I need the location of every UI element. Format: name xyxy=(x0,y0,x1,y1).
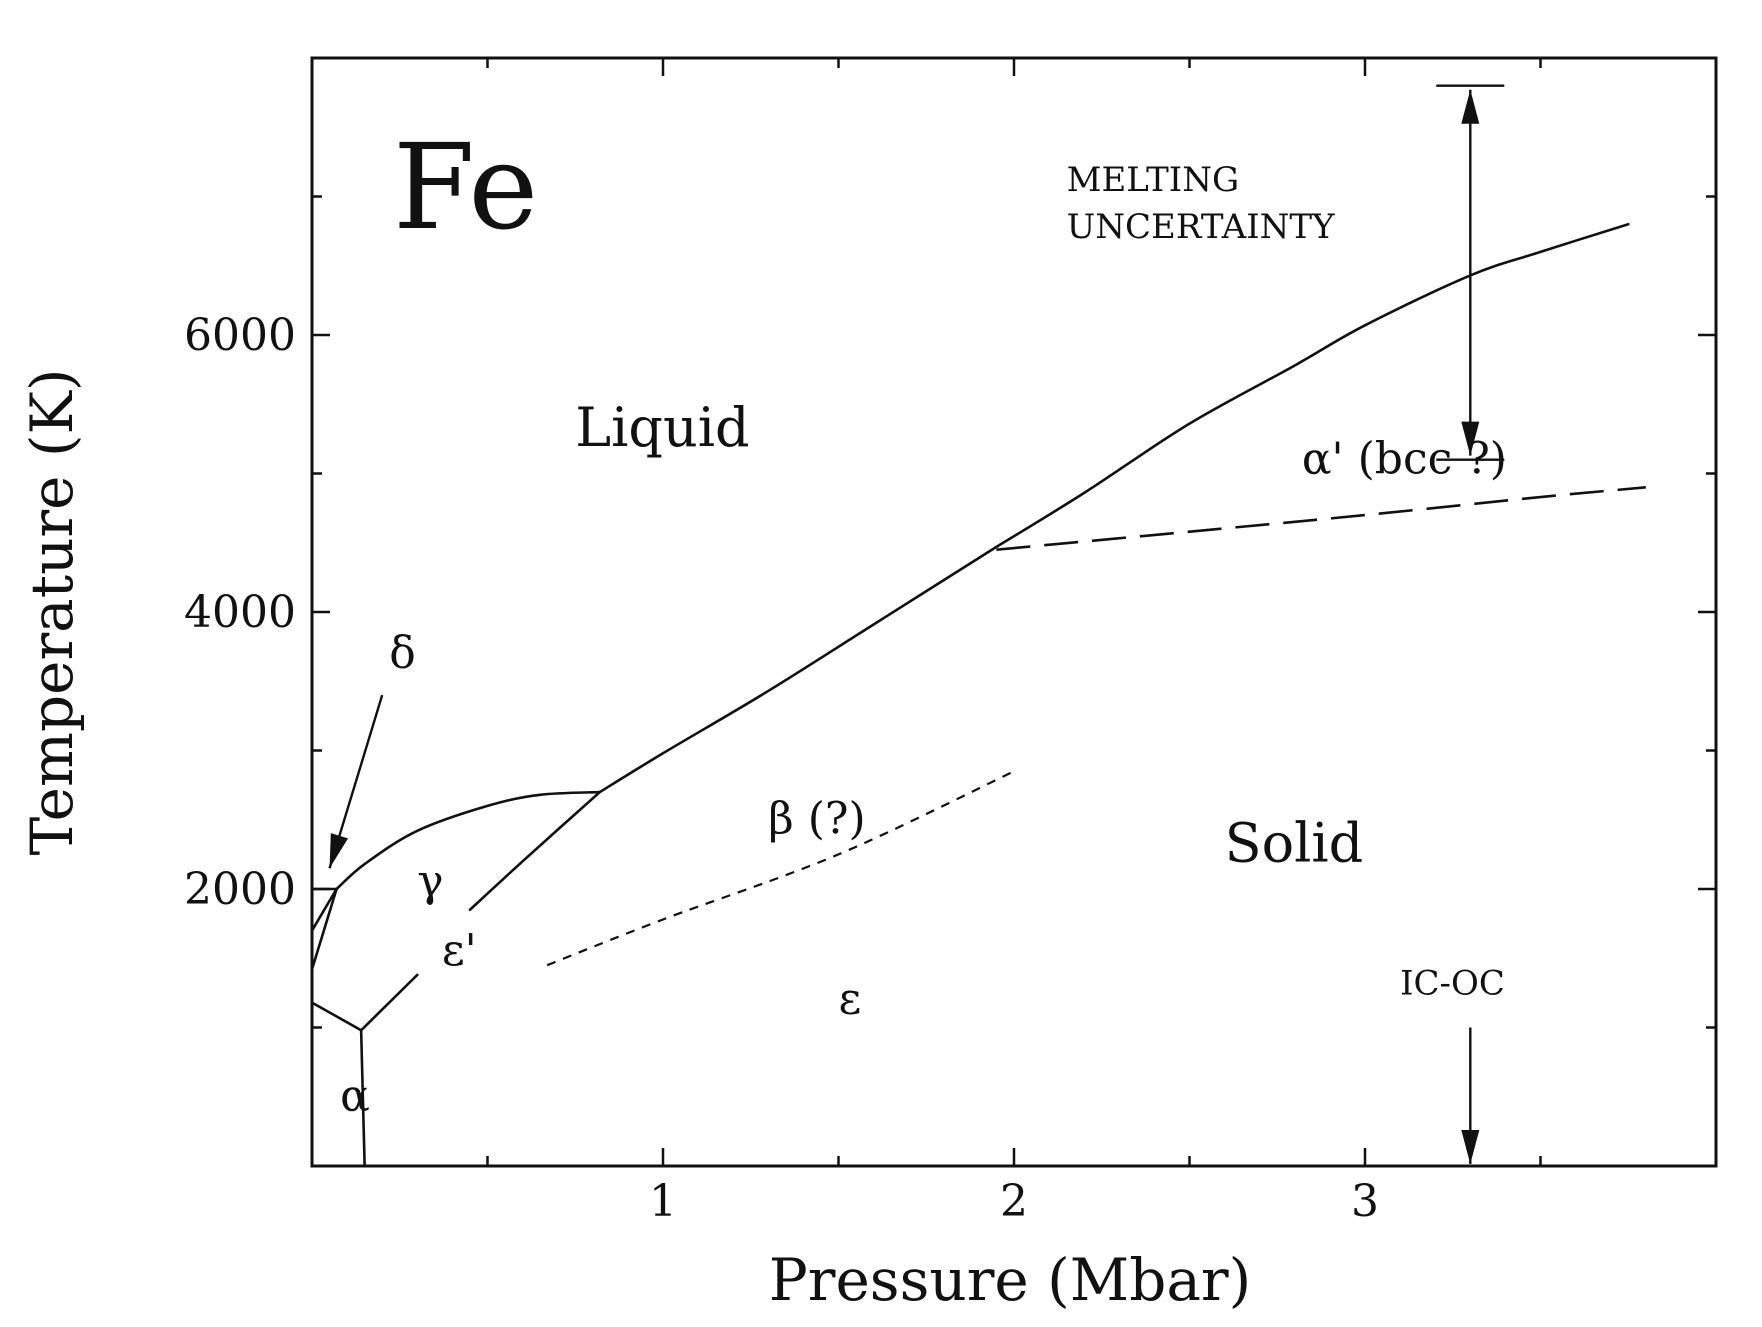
markers-group xyxy=(328,84,1505,1164)
series-group xyxy=(310,222,1646,1168)
annotation-phase: ε' xyxy=(442,925,477,976)
x-axis-label: Pressure (Mbar) xyxy=(769,1246,1252,1314)
annotation-note: MELTING xyxy=(1067,160,1239,200)
annotation-phase: γ xyxy=(417,856,443,907)
annotation-phase: δ xyxy=(389,627,416,678)
annotation-phase: α xyxy=(340,1071,370,1122)
phase-boundary-solid-1 xyxy=(598,545,998,794)
phase-boundary-solid-5 xyxy=(310,1001,363,1032)
chart-title: Fe xyxy=(393,118,538,256)
x-tick-label: 1 xyxy=(649,1176,677,1227)
uncertainty-arrow-down-icon xyxy=(1461,421,1480,456)
phase-boundary-solid-7 xyxy=(310,887,338,971)
phase-boundary-solid-8 xyxy=(310,887,338,932)
phase-boundary-solid-0 xyxy=(995,222,1630,549)
annotation-note: UNCERTAINTY xyxy=(1067,207,1335,247)
annotation-phase: α' (bcc ?) xyxy=(1302,434,1507,485)
x-tick-label: 3 xyxy=(1351,1176,1379,1227)
y-tick-label: 4000 xyxy=(184,587,296,638)
tick-labels-group: 1 2 3 2000 4000 6000 xyxy=(184,310,1379,1227)
phase-boundary-dotted-11 xyxy=(546,770,1015,967)
annotations-group: Liquid Solid α' (bcc ?) β (?) γ ε' ε α δ MELTING U… xyxy=(340,160,1507,1122)
ic-oc-arrow-icon xyxy=(1461,1130,1480,1164)
y-axis-label: Temperature (K) xyxy=(18,369,86,856)
annotation-phase: β (?) xyxy=(768,794,865,845)
phase-boundary-solid-6 xyxy=(359,1028,366,1168)
phase-boundary-dashed-10 xyxy=(996,486,1646,551)
uncertainty-arrow-up-icon xyxy=(1461,89,1480,124)
x-tick-label: 2 xyxy=(1000,1176,1028,1227)
phase-boundary-solid-3 xyxy=(468,790,602,912)
phase-boundary-solid-2 xyxy=(335,790,602,891)
delta-pointer-arrow-icon xyxy=(329,833,349,869)
annotation-region: Liquid xyxy=(575,396,749,459)
annotation-note: IC-OC xyxy=(1400,963,1505,1003)
y-tick-label: 2000 xyxy=(184,864,296,915)
annotation-region: Solid xyxy=(1225,811,1364,874)
annotation-phase: ε xyxy=(839,974,862,1025)
phase-boundary-solid-4 xyxy=(359,973,419,1032)
y-tick-label: 6000 xyxy=(184,310,296,361)
